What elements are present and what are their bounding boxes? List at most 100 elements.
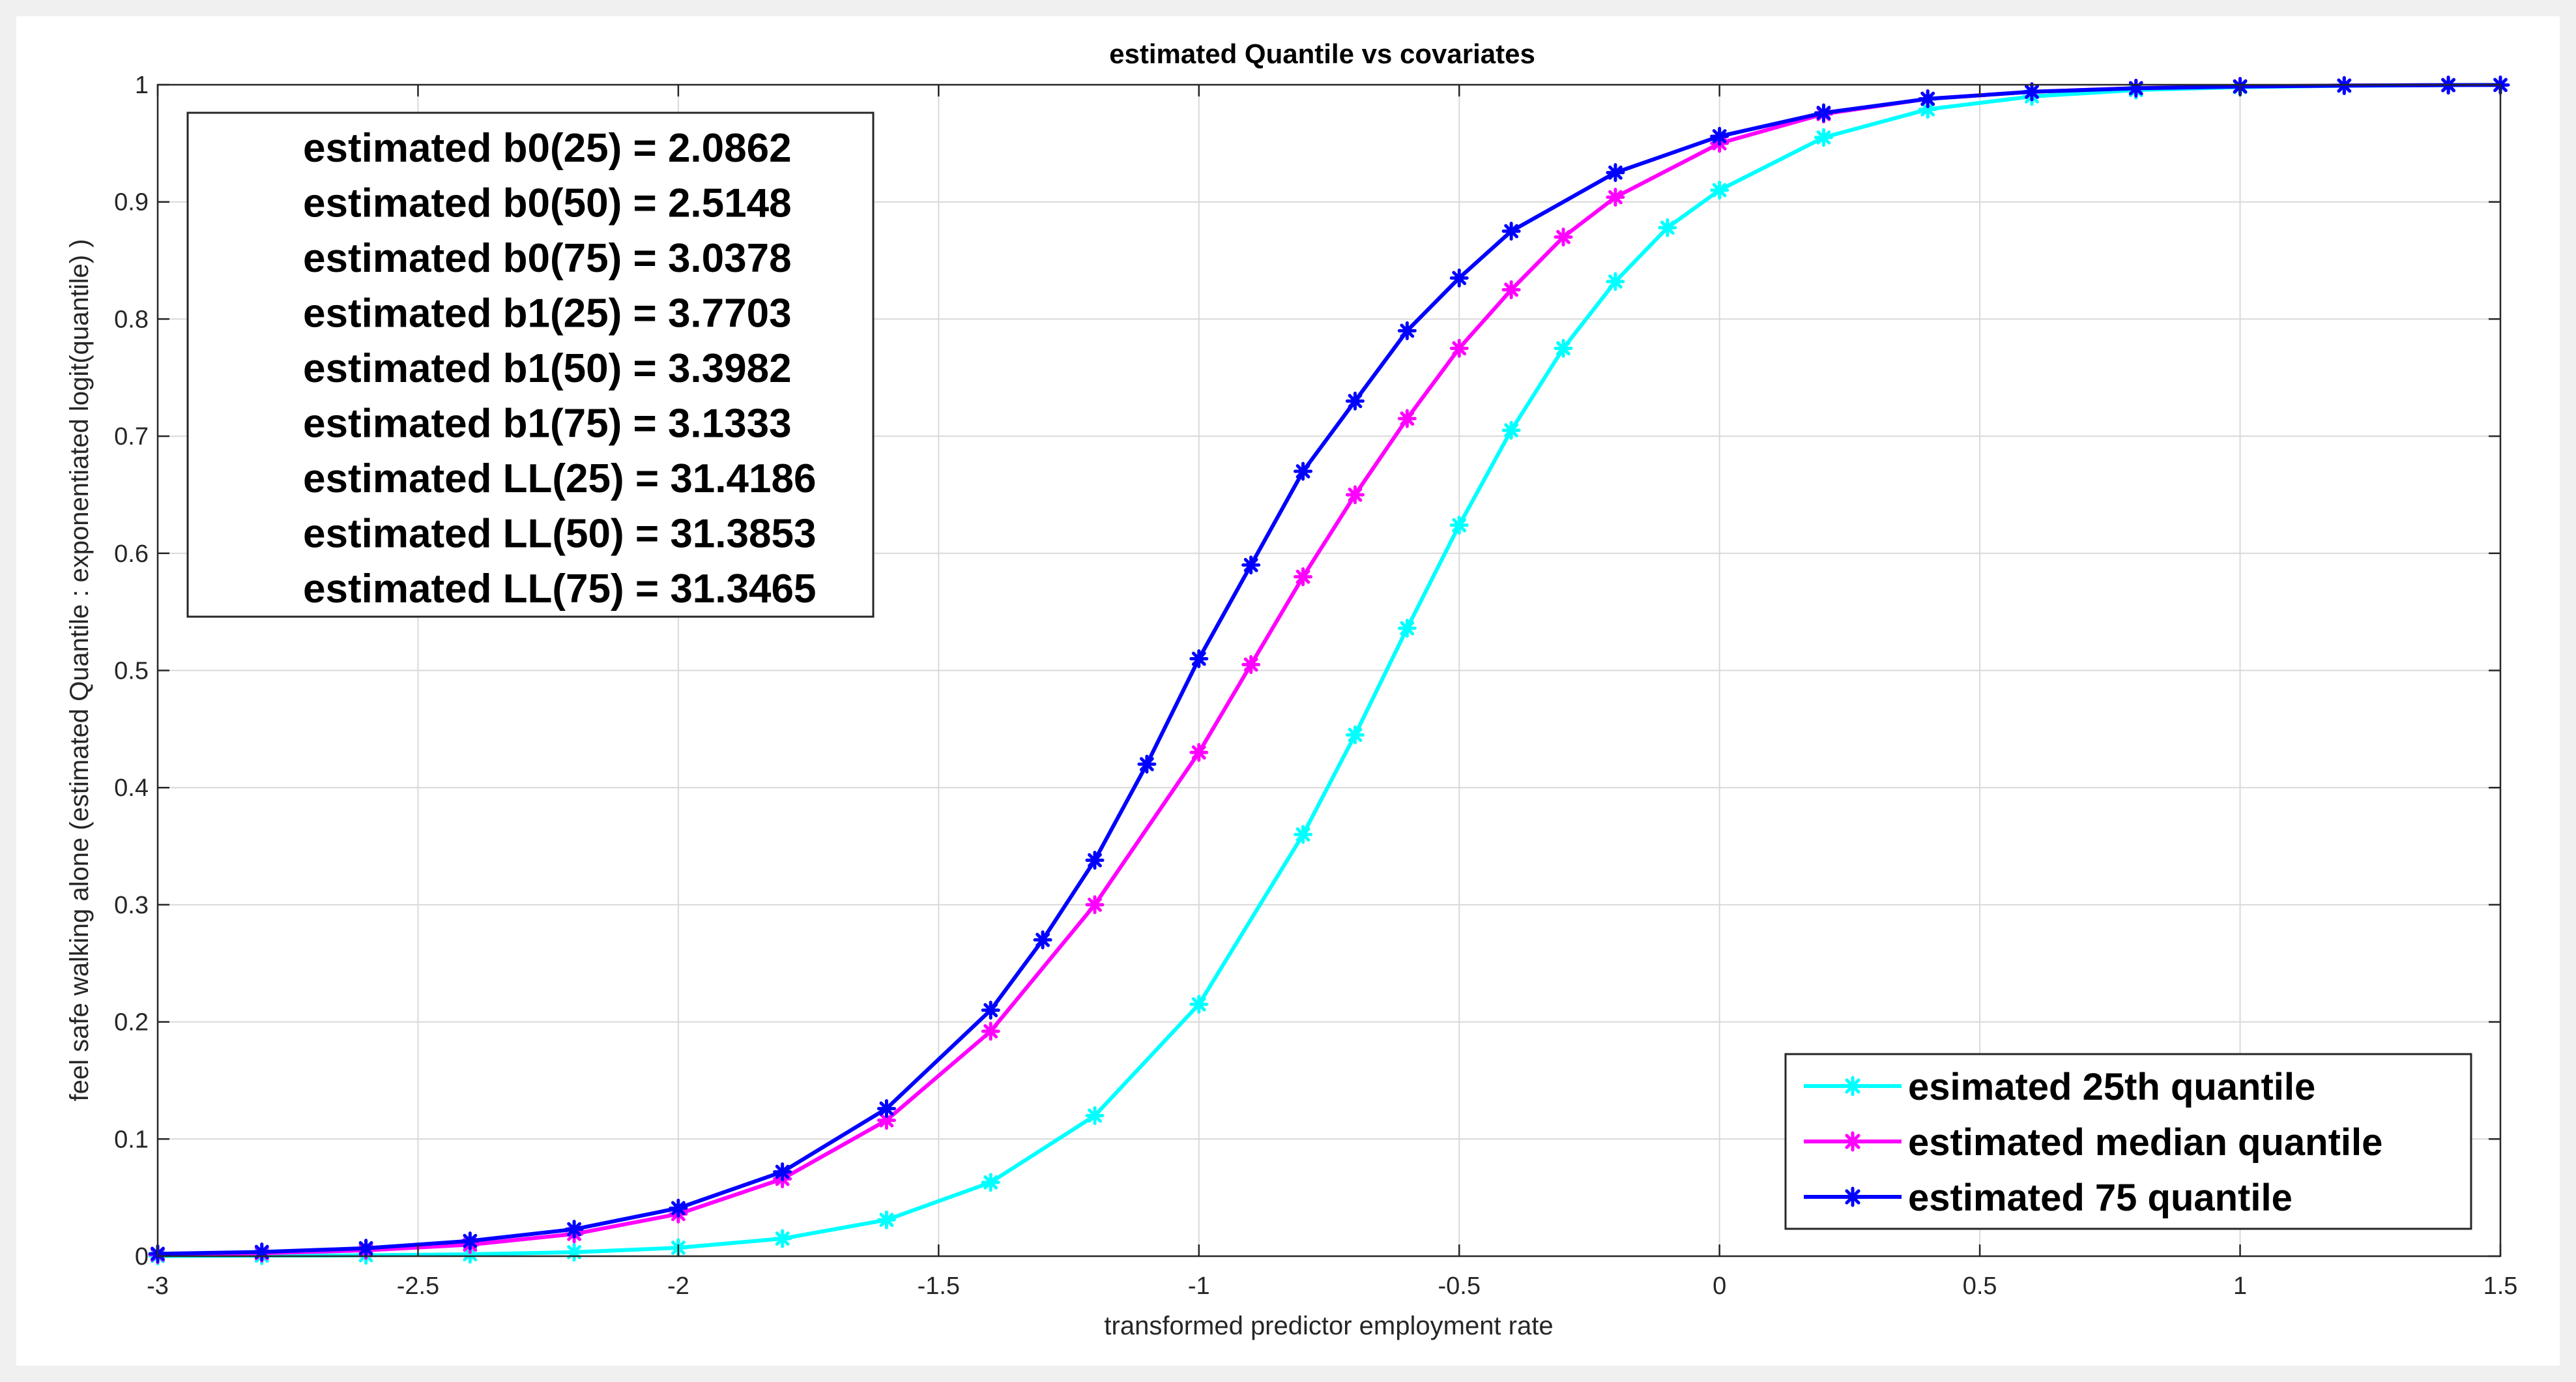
data-point — [1294, 567, 1313, 587]
x-tick-labels: -3 -2.5 -2 -1.5 -1 -0.5 0 0.5 1 1.5 — [147, 1272, 2517, 1300]
data-point — [1294, 462, 1313, 481]
data-point — [1397, 619, 1417, 638]
data-point — [564, 1220, 584, 1239]
legend-item: estimated 75 quantile — [1804, 1177, 2293, 1219]
data-point — [1085, 851, 1105, 870]
legend-marker — [1842, 1186, 1863, 1207]
data-point — [460, 1244, 480, 1264]
legend-label: esimated 25th quantile — [1908, 1066, 2315, 1108]
data-point — [876, 1210, 896, 1229]
y-tick-label: 0.2 — [114, 1009, 149, 1036]
x-tick-label: -2 — [667, 1272, 689, 1300]
data-point — [356, 1239, 376, 1258]
annotation-line: estimated LL(75) = 31.3465 — [303, 566, 816, 611]
data-point — [1397, 321, 1417, 340]
data-point — [1189, 995, 1209, 1014]
y-tick-label: 0.5 — [114, 658, 149, 685]
data-point — [1710, 181, 1729, 200]
legend-item: estimated median quantile — [1804, 1121, 2382, 1164]
y-tick-label: 0.7 — [114, 423, 149, 450]
data-point — [1085, 1106, 1105, 1125]
annotation-line: estimated b1(50) = 3.3982 — [303, 346, 792, 391]
data-point — [1501, 280, 1521, 299]
data-point — [1345, 391, 1365, 411]
data-point — [981, 1022, 1000, 1041]
data-point — [1814, 128, 1833, 147]
data-point — [1501, 222, 1521, 241]
data-point — [1397, 409, 1417, 428]
chart-title: estimated Quantile vs covariates — [1109, 38, 1535, 69]
data-point — [1814, 103, 1833, 123]
legend-frame — [1784, 1053, 2472, 1230]
data-point — [1501, 420, 1521, 440]
data-point — [1189, 742, 1209, 762]
data-point — [1449, 338, 1469, 358]
annotation-box: estimated b0(25) = 2.0862 estimated b0(50… — [186, 111, 875, 618]
annotation-line: estimated LL(25) = 31.4186 — [303, 456, 816, 501]
legend-marker — [1842, 1131, 1863, 1152]
y-axis-label: feel safe walking alone (estimated Quant… — [65, 239, 94, 1101]
annotation-line: estimated b1(25) = 3.7703 — [303, 291, 792, 336]
data-point — [1554, 228, 1573, 247]
y-tick-label: 0.8 — [114, 306, 149, 333]
x-tick-label: 1 — [2233, 1272, 2247, 1300]
x-tick-label: 0.5 — [1963, 1272, 1997, 1300]
y-tick-label: 0.1 — [114, 1126, 149, 1153]
data-point — [1554, 338, 1573, 358]
data-point — [876, 1111, 896, 1130]
annotation-line: estimated b1(75) = 3.1333 — [303, 402, 792, 447]
x-tick-label: 0 — [1713, 1272, 1726, 1300]
annotation-frame — [186, 111, 875, 618]
x-tick-label: -1 — [1188, 1272, 1210, 1300]
legend-marker — [1842, 1076, 1863, 1096]
annotation-line: estimated b0(50) = 2.5148 — [303, 181, 792, 226]
data-point — [1449, 269, 1469, 288]
x-tick-label: -2.5 — [397, 1272, 439, 1300]
annotation-line: estimated LL(50) = 31.3853 — [303, 512, 816, 557]
data-point — [1918, 89, 1937, 109]
data-point — [773, 1229, 792, 1248]
x-tick-label: -3 — [147, 1272, 169, 1300]
legend-label: estimated 75 quantile — [1908, 1177, 2293, 1219]
data-point — [1606, 188, 1625, 207]
data-point — [2126, 78, 2146, 98]
annotation-lines: estimated b0(25) = 2.0862 estimated b0(50… — [303, 126, 816, 611]
legend-item: esimated 25th quantile — [1804, 1066, 2315, 1108]
data-point — [669, 1198, 688, 1218]
y-tick-label: 0.3 — [114, 892, 149, 919]
data-point — [564, 1242, 584, 1262]
y-tick-label: 0 — [135, 1243, 149, 1271]
data-point — [773, 1162, 792, 1182]
data-point — [876, 1099, 896, 1119]
data-point — [1085, 895, 1105, 915]
annotation-line: estimated b0(75) = 3.0378 — [303, 236, 792, 281]
y-tick-label: 0.9 — [114, 189, 149, 216]
x-tick-label: -0.5 — [1438, 1272, 1480, 1300]
data-point — [1345, 485, 1365, 505]
x-axis-label: transformed predictor employment rate — [1104, 1312, 1553, 1340]
y-tick-label: 0.4 — [114, 774, 149, 802]
legend-items: esimated 25th quantile estimated median q… — [1804, 1066, 2382, 1219]
data-point — [1606, 163, 1625, 183]
y-tick-label: 0.6 — [114, 540, 149, 568]
data-point — [1294, 825, 1313, 844]
tick-marks — [156, 83, 2502, 1257]
data-point — [1241, 655, 1261, 675]
data-point — [1449, 516, 1469, 535]
data-point — [1918, 100, 1937, 119]
data-point — [252, 1242, 272, 1262]
data-point — [1658, 218, 1677, 237]
legend: esimated 25th quantile estimated median q… — [1784, 1053, 2472, 1230]
series-layer — [148, 75, 2510, 1266]
data-point — [2334, 76, 2354, 95]
annotation-line: estimated b0(25) = 2.0862 — [303, 126, 792, 171]
data-point — [2022, 82, 2042, 102]
data-point — [1189, 649, 1209, 669]
data-point — [1606, 272, 1625, 291]
y-tick-labels: 0 0.1 0.2 0.3 0.4 0.5 0.6 0.7 0.8 0.9 1 — [114, 72, 149, 1271]
x-tick-label: 1.5 — [2483, 1272, 2518, 1300]
data-point — [460, 1231, 480, 1251]
data-point — [981, 1173, 1000, 1192]
data-point — [1137, 754, 1157, 774]
